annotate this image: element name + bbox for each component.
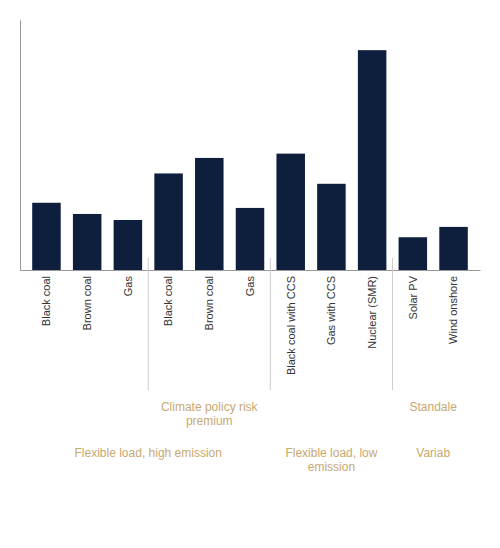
group-label: Standale: [409, 400, 457, 414]
separators: [148, 258, 392, 390]
y-axis-line: [20, 21, 21, 271]
bars: [32, 50, 468, 270]
x-tick-label: Brown coal: [203, 276, 215, 330]
y-axis: [20, 21, 21, 271]
group-label: Flexible load, high emission: [75, 446, 222, 460]
x-tick: Gas: [122, 270, 134, 296]
group-label: Variab: [416, 446, 450, 460]
chart: Black coal Brown coal Gas Black coal Brown c…: [0, 0, 500, 548]
x-tick: Brown coal: [81, 270, 93, 330]
group-separator: [392, 258, 393, 390]
group-separator: [270, 258, 271, 390]
bar: [317, 184, 345, 270]
bar: [73, 214, 101, 270]
x-tick: Gas: [244, 270, 256, 296]
bar: [358, 50, 386, 270]
x-tick-label: Wind onshore: [447, 276, 459, 344]
bar: [114, 220, 142, 270]
x-tick: Black coal: [40, 270, 52, 326]
x-tick-label: Black coal: [162, 276, 174, 326]
x-tick: Wind onshore: [447, 270, 459, 344]
bar: [399, 237, 427, 270]
bar: [236, 208, 264, 270]
x-tick-label: Gas: [244, 276, 256, 297]
group-separator: [148, 258, 149, 390]
x-tick: Gas with CCS: [325, 270, 337, 345]
x-tick: Brown coal: [203, 270, 215, 330]
bar: [276, 154, 304, 270]
bar: [154, 173, 182, 270]
x-tick-label: Brown coal: [81, 276, 93, 330]
x-tick-label: Nuclear (SMR): [366, 276, 378, 349]
bar: [32, 203, 60, 270]
x-axis-line: [21, 270, 481, 271]
x-tick-label: Black coal with CCS: [285, 276, 297, 375]
group-label: Flexible load, lowemission: [285, 446, 377, 474]
bar: [195, 158, 223, 270]
x-tick: Black coal with CCS: [285, 270, 297, 375]
group-label: Climate policy riskpremium: [161, 400, 259, 428]
x-tick: Nuclear (SMR): [366, 270, 378, 349]
annotations: Climate policy riskpremium Standale Flexib…: [75, 400, 458, 474]
x-tick-label: Gas with CCS: [325, 276, 337, 345]
x-axis: Black coal Brown coal Gas Black coal Brown c…: [21, 270, 481, 375]
plot: Black coal Brown coal Gas Black coal Brown c…: [21, 21, 481, 474]
x-tick-label: Black coal: [40, 276, 52, 326]
bar: [439, 227, 467, 270]
x-tick: Black coal: [162, 270, 174, 326]
x-tick: Solar PV: [407, 270, 419, 319]
x-tick-label: Gas: [122, 276, 134, 297]
x-tick-label: Solar PV: [407, 275, 419, 319]
